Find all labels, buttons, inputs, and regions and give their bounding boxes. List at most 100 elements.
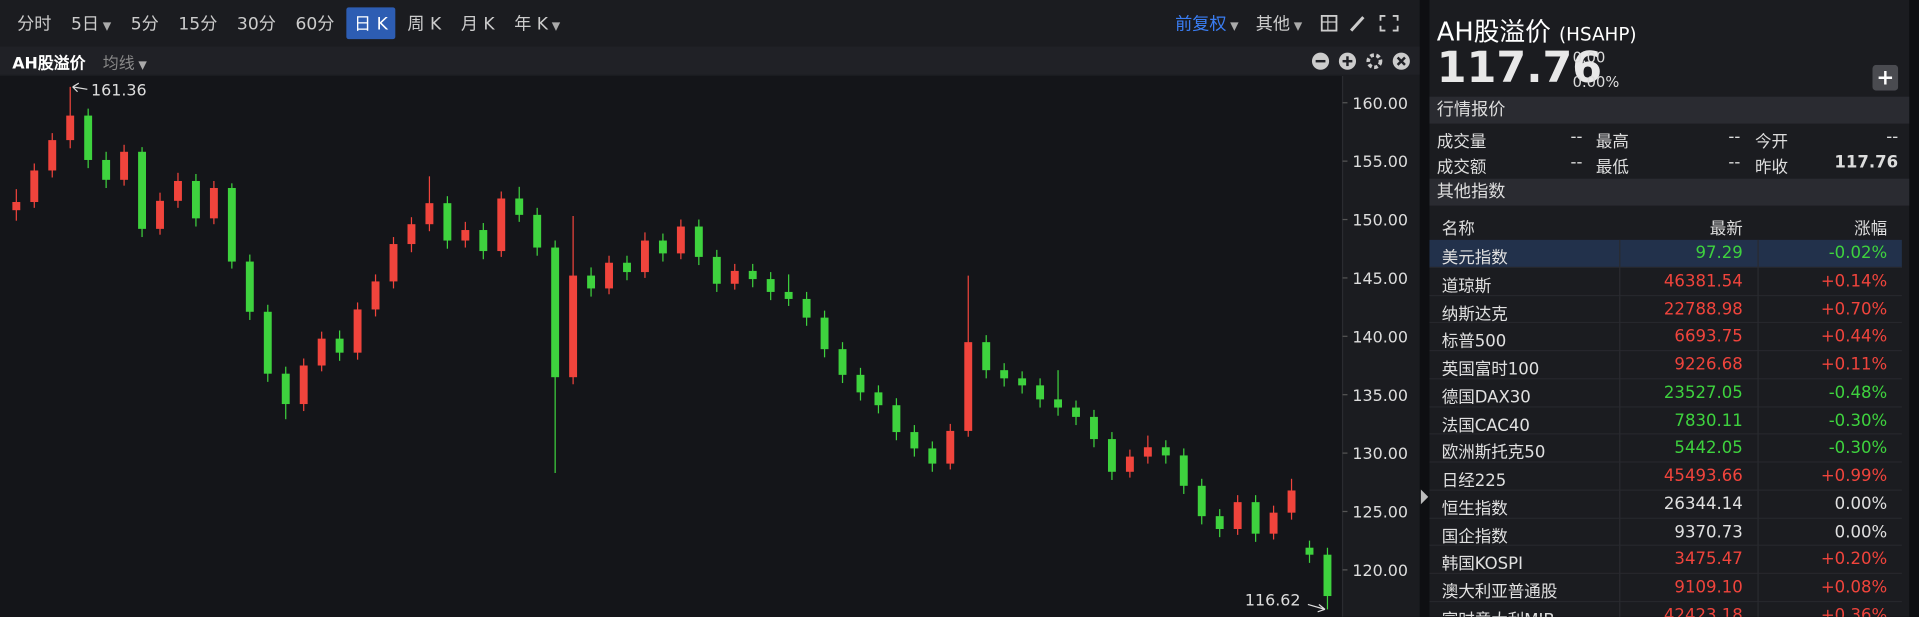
- index-row[interactable]: 美元指数 97.29 -0.02%: [1429, 239, 1902, 268]
- period-tab[interactable]: 周 K: [400, 7, 449, 39]
- stat-value: --: [1570, 127, 1583, 147]
- max-label: 161.36: [91, 80, 147, 99]
- candle-body: [928, 448, 937, 464]
- column-divider: [1757, 601, 1759, 617]
- column-divider: [1757, 351, 1759, 380]
- column-divider: [1757, 267, 1759, 296]
- period-tab[interactable]: 月 K: [453, 7, 502, 39]
- candle-body: [1090, 416, 1098, 440]
- candle-body: [156, 200, 164, 229]
- index-row[interactable]: 道琼斯 46381.54 +0.14%: [1429, 267, 1902, 296]
- candle-body: [730, 270, 739, 284]
- stat-label: 成交量: [1436, 132, 1487, 152]
- candle-body: [407, 224, 416, 245]
- candle-body: [1179, 455, 1188, 486]
- period-tab[interactable]: 分时: [10, 7, 59, 39]
- column-divider: [1757, 518, 1759, 547]
- column-divider: [1619, 573, 1621, 602]
- candle-body: [389, 244, 398, 282]
- adjust-menu[interactable]: 前复权 ▼: [1175, 14, 1239, 35]
- chart-controls[interactable]: [1310, 50, 1415, 72]
- index-name: 澳大利亚普通股: [1441, 582, 1558, 603]
- candle-body: [766, 279, 775, 292]
- index-name: 道琼斯: [1441, 276, 1492, 296]
- y-tick-label: 150.00: [1352, 211, 1408, 230]
- index-row[interactable]: 日经225 45493.66 +0.99%: [1429, 462, 1902, 491]
- index-last: 7830.11: [1674, 410, 1743, 431]
- candle-body: [1018, 378, 1027, 386]
- index-row[interactable]: 韩国KOSPI 3475.47 +0.20%: [1429, 546, 1902, 574]
- period-tab[interactable]: 日 K: [346, 7, 396, 40]
- column-divider: [1619, 239, 1621, 268]
- candle-body: [1161, 447, 1170, 456]
- index-name: 标普500: [1441, 331, 1507, 352]
- candle-body: [748, 270, 757, 280]
- stat-value: 117.76: [1834, 152, 1899, 173]
- index-change: +0.11%: [1820, 354, 1888, 375]
- index-row[interactable]: 标普500 6693.75 +0.44%: [1429, 323, 1902, 352]
- period-tab[interactable]: 30分: [230, 7, 284, 39]
- index-name: 恒生指数: [1441, 499, 1508, 519]
- candlestick-chart: 120.00 125.00 130.00 135.00 140.00 145.00 150.…: [0, 75, 1408, 617]
- index-last: 97.29: [1695, 243, 1743, 264]
- quote-name: AH股溢价 (HSAHP): [1436, 17, 1637, 47]
- column-divider: [1757, 295, 1759, 324]
- column-header: 名称: [1441, 219, 1475, 239]
- candle-body: [245, 261, 254, 312]
- period-label: 5日: [70, 14, 100, 35]
- candle-body: [138, 151, 147, 229]
- toolbar-icons[interactable]: [1319, 13, 1407, 33]
- index-change: +0.70%: [1820, 299, 1888, 319]
- stat-value: --: [1728, 152, 1741, 173]
- index-change: +0.44%: [1820, 327, 1888, 347]
- candle-body: [66, 115, 75, 141]
- annotation-arrow: [1307, 603, 1326, 613]
- stat-label: 最低: [1595, 157, 1629, 178]
- column-divider: [1619, 267, 1621, 296]
- period-tab[interactable]: 5分: [123, 7, 166, 39]
- candle-body: [84, 115, 93, 160]
- period-tab[interactable]: 60分: [288, 7, 342, 39]
- period-tab[interactable]: 15分: [171, 7, 225, 39]
- period-label: 周 K: [407, 14, 442, 35]
- column-divider: [1757, 573, 1759, 602]
- candle-body: [12, 202, 21, 211]
- index-change: -0.02%: [1828, 243, 1888, 264]
- index-row[interactable]: 欧洲斯托克50 5442.05 -0.30%: [1429, 434, 1902, 463]
- index-change: 0.00%: [1834, 494, 1888, 514]
- candle-body: [712, 256, 721, 284]
- candle-body: [982, 342, 991, 371]
- index-row[interactable]: 恒生指数 26344.14 0.00%: [1429, 490, 1902, 519]
- column-divider: [1619, 518, 1621, 547]
- index-change: -0.30%: [1828, 410, 1888, 431]
- index-row[interactable]: 国企指数 9370.73 0.00%: [1429, 518, 1902, 547]
- index-row[interactable]: 法国CAC40 7830.11 -0.30%: [1429, 406, 1902, 435]
- column-divider: [1619, 490, 1621, 519]
- stat-value: --: [1886, 127, 1899, 147]
- period-label: 60分: [295, 14, 335, 35]
- candle-body: [784, 291, 793, 299]
- candle-body: [30, 170, 39, 203]
- column-divider: [1619, 323, 1621, 352]
- candle-body: [1215, 516, 1224, 530]
- panel-toggle[interactable]: [1420, 487, 1430, 507]
- candle-body: [425, 203, 434, 225]
- index-row[interactable]: 德国DAX30 23527.05 -0.48%: [1429, 379, 1902, 407]
- index-change: +0.99%: [1820, 466, 1888, 486]
- period-label: 日 K: [353, 14, 388, 35]
- indicator-menu[interactable]: 均线 ▼: [102, 55, 147, 74]
- index-row[interactable]: 纳斯达克 22788.98 +0.70%: [1429, 295, 1902, 324]
- candle-body: [1269, 512, 1278, 534]
- add-button[interactable]: [1872, 64, 1899, 91]
- period-tab[interactable]: 5日 ▼: [64, 7, 119, 39]
- candle-body: [299, 365, 308, 405]
- period-tab[interactable]: 年 K ▼: [507, 7, 568, 39]
- more-menu[interactable]: 其他 ▼: [1255, 14, 1303, 35]
- candle-body: [1197, 485, 1206, 517]
- index-row[interactable]: 英国富时100 9226.68 +0.11%: [1429, 351, 1902, 380]
- index-row[interactable]: 澳大利亚普通股 9109.10 +0.08%: [1429, 573, 1902, 603]
- index-last: 46381.54: [1663, 271, 1743, 291]
- candle-body: [587, 275, 596, 289]
- index-row[interactable]: 富时意大利MIB 42423.18 +0.36%: [1429, 601, 1901, 617]
- candle-body: [497, 198, 506, 252]
